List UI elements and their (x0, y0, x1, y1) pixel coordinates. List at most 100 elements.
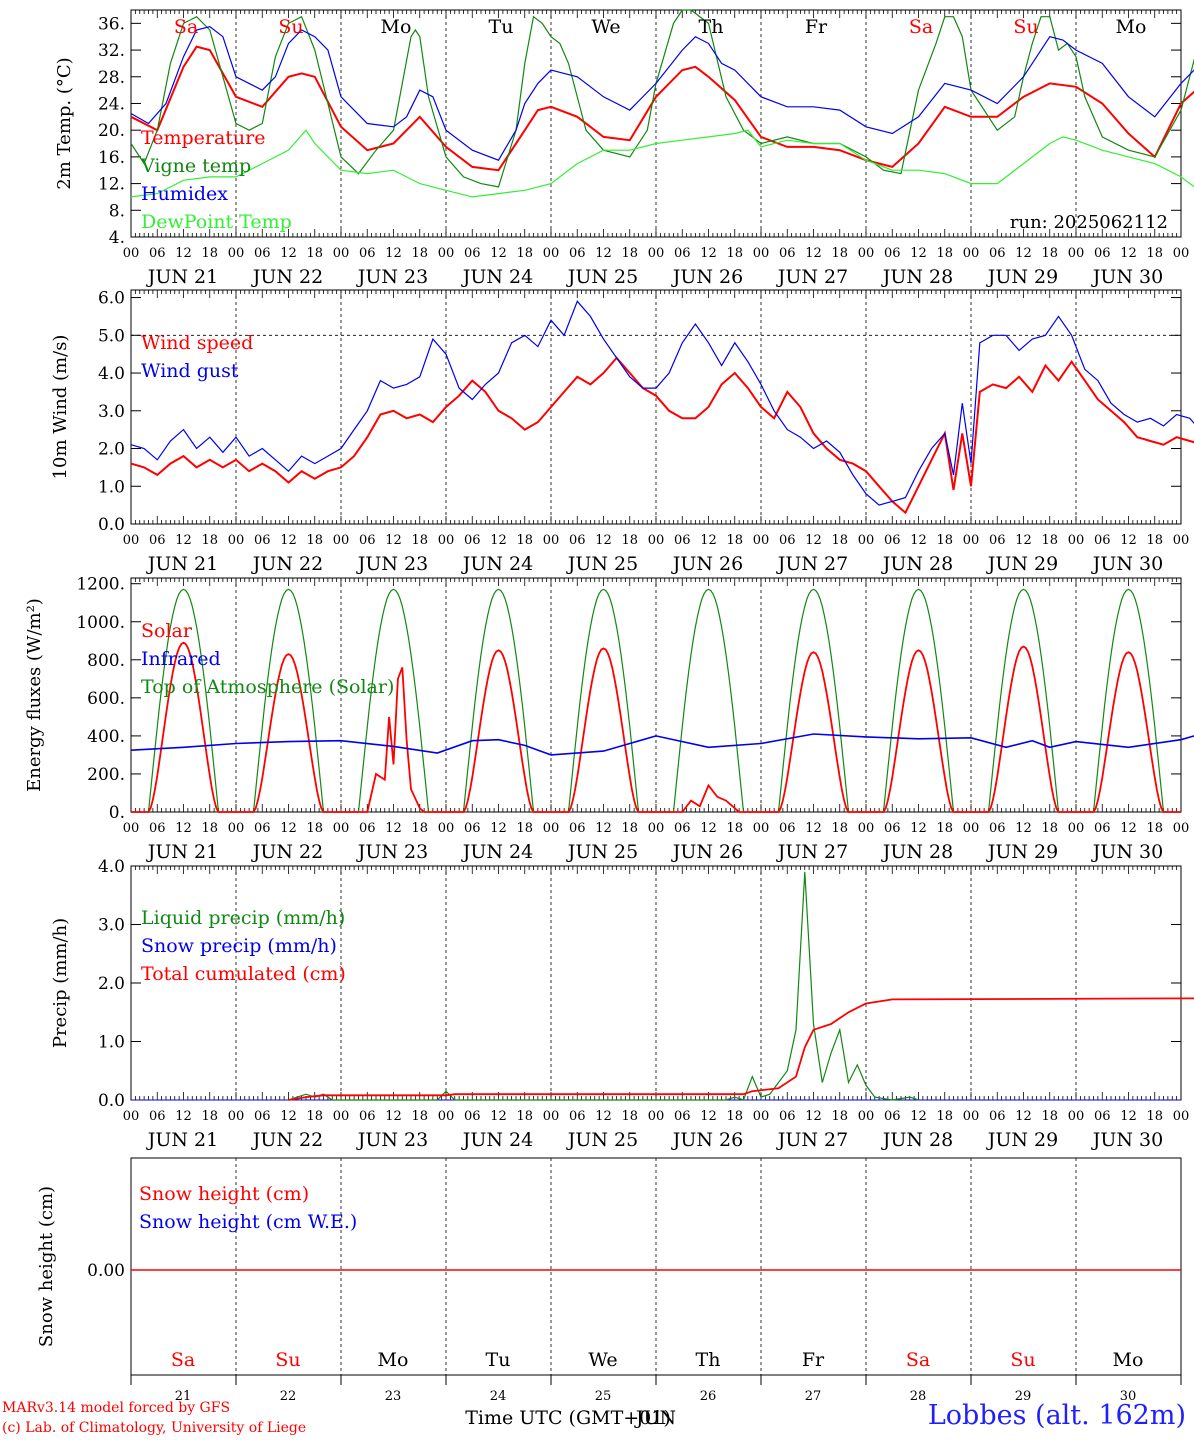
x-date-label: JUN 29 (986, 841, 1058, 863)
x-hour-label: 06 (884, 821, 901, 836)
x-hour-label: 12 (385, 821, 402, 836)
x-hour-label: 00 (753, 246, 770, 261)
x-hour-label: 00 (648, 533, 665, 548)
x-hour-label: 06 (149, 533, 166, 548)
x-hour-label: 06 (359, 533, 376, 548)
y-tick-label: 12. (98, 175, 125, 195)
x-hour-label: 12 (490, 246, 507, 261)
x-hour-label: 06 (1094, 1109, 1111, 1124)
x-hour-label: 12 (490, 821, 507, 836)
x-hour-label: 12 (595, 821, 612, 836)
x-hour-label: 18 (1041, 821, 1058, 836)
x-hour-label: 18 (726, 821, 743, 836)
weekday-label: Mo (378, 1349, 409, 1371)
x-hour-label: 06 (359, 821, 376, 836)
y-tick-label: 3.0 (98, 916, 125, 936)
x-hour-label: 00 (123, 533, 140, 548)
x-hour-label: 18 (411, 533, 428, 548)
day-number-label: 21 (175, 1389, 192, 1404)
x-hour-label: 00 (858, 1109, 875, 1124)
x-hour-label: 12 (175, 533, 192, 548)
x-hour-label: 18 (516, 1109, 533, 1124)
x-hour-label: 18 (306, 821, 323, 836)
x-hour-label: 00 (543, 246, 560, 261)
x-date-label: JUN 25 (566, 266, 638, 288)
x-hour-label: 06 (989, 821, 1006, 836)
weekday-label: Tu (489, 16, 514, 38)
x-date-label: JUN 27 (776, 553, 848, 575)
x-hour-label: 06 (464, 533, 481, 548)
x-hour-label: 18 (621, 821, 638, 836)
legend-snow-precip-mm-h-: Snow precip (mm/h) (141, 935, 337, 957)
x-hour-label: 12 (910, 1109, 927, 1124)
x-hour-label: 12 (1120, 1109, 1137, 1124)
y-axis-label: Precip (mm/h) (50, 918, 71, 1048)
x-hour-label: 06 (989, 1109, 1006, 1124)
x-hour-label: 06 (569, 246, 586, 261)
x-hour-label: 00 (1173, 246, 1190, 261)
panel-4: 00 06 12 18 JUN 21 00 06 12 18 JUN 22 00 06 12 18 JUN … (50, 857, 1194, 1151)
x-hour-label: 06 (149, 821, 166, 836)
lab-credit: (c) Lab. of Climatology, University of L… (2, 1420, 307, 1436)
x-hour-label: 06 (779, 246, 796, 261)
x-hour-label: 06 (149, 246, 166, 261)
day-number-label: 26 (700, 1389, 717, 1404)
y-tick-label: 1000. (76, 613, 125, 633)
x-hour-label: 00 (438, 1109, 455, 1124)
x-date-label: JUN 22 (251, 1129, 323, 1151)
legend-dewpoint-temp: DewPoint Temp (141, 211, 292, 233)
x-hour-label: 12 (175, 1109, 192, 1124)
x-hour-label: 00 (228, 1109, 245, 1124)
y-tick-label: 0. (109, 803, 125, 823)
y-tick-label: 800. (87, 651, 125, 671)
y-tick-label: 16. (98, 148, 125, 168)
series-solar (131, 641, 1181, 813)
day-number-label: 29 (1015, 1389, 1032, 1404)
x-hour-label: 12 (490, 1109, 507, 1124)
x-date-label: JUN 30 (1091, 841, 1163, 863)
x-date-label: JUN 24 (461, 266, 533, 288)
x-hour-label: 18 (726, 533, 743, 548)
x-hour-label: 18 (831, 246, 848, 261)
y-axis-label: Snow height (cm) (36, 1186, 57, 1347)
x-date-label: JUN 22 (251, 266, 323, 288)
x-hour-label: 06 (884, 1109, 901, 1124)
legend-total-cumulated-cm-: Total cumulated (cm) (141, 963, 346, 985)
legend-wind-speed: Wind speed (141, 332, 253, 354)
run-label: run: 2025062112 (1010, 212, 1168, 233)
x-date-label: JUN 28 (881, 841, 953, 863)
x-hour-label: 00 (228, 821, 245, 836)
x-date-label: JUN 24 (461, 553, 533, 575)
x-hour-label: 18 (1146, 821, 1163, 836)
x-hour-label: 06 (464, 821, 481, 836)
x-hour-label: 00 (753, 821, 770, 836)
x-hour-label: 18 (201, 246, 218, 261)
x-hour-label: 12 (280, 246, 297, 261)
x-hour-label: 12 (805, 821, 822, 836)
series-temperature (130, 45, 1194, 172)
x-hour-label: 06 (254, 821, 271, 836)
y-tick-label: 2.0 (98, 440, 125, 460)
x-hour-label: 12 (805, 246, 822, 261)
x-date-label: JUN 28 (881, 266, 953, 288)
x-hour-label: 12 (595, 1109, 612, 1124)
x-hour-label: 00 (543, 821, 560, 836)
x-hour-label: 00 (858, 821, 875, 836)
y-tick-label: 1.0 (98, 1033, 125, 1053)
x-date-label: JUN 29 (986, 1129, 1058, 1151)
legend-wind-gust: Wind gust (141, 360, 239, 382)
x-hour-label: 12 (910, 246, 927, 261)
x-hour-label: 00 (333, 821, 350, 836)
x-hour-label: 06 (779, 821, 796, 836)
x-hour-label: 12 (1120, 533, 1137, 548)
x-hour-label: 00 (228, 533, 245, 548)
x-hour-label: 00 (123, 246, 140, 261)
x-date-label: JUN 29 (986, 266, 1058, 288)
x-axis-title-overlap: JUN (634, 1407, 676, 1429)
x-hour-label: 00 (963, 533, 980, 548)
x-date-label: JUN 23 (356, 266, 428, 288)
x-hour-label: 06 (674, 821, 691, 836)
x-hour-label: 12 (700, 1109, 717, 1124)
x-hour-label: 18 (306, 1109, 323, 1124)
x-hour-label: 06 (989, 533, 1006, 548)
